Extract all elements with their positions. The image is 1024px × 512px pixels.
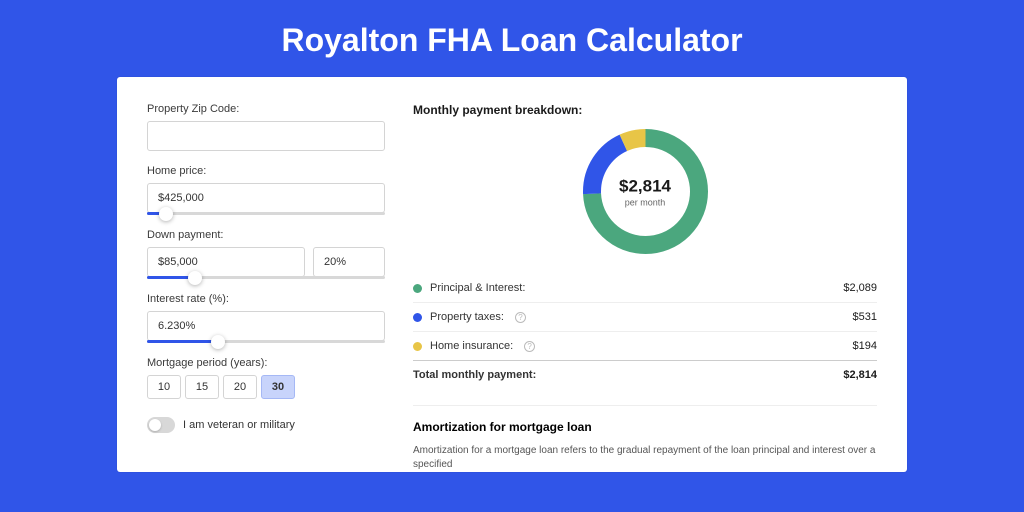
home-price-field: Home price: bbox=[147, 165, 385, 215]
calculator-card: Property Zip Code: Home price: Down paym… bbox=[117, 77, 907, 472]
donut-chart-wrap: $2,814 per month bbox=[413, 129, 877, 254]
slider-thumb[interactable] bbox=[188, 271, 202, 285]
interest-rate-field: Interest rate (%): bbox=[147, 293, 385, 343]
form-panel: Property Zip Code: Home price: Down paym… bbox=[147, 103, 385, 472]
page-title: Royalton FHA Loan Calculator bbox=[0, 0, 1024, 77]
slider-thumb[interactable] bbox=[159, 207, 173, 221]
breakdown-label: Home insurance: bbox=[430, 340, 513, 352]
slider-thumb[interactable] bbox=[211, 335, 225, 349]
legend-dot bbox=[413, 284, 422, 293]
home-price-slider[interactable] bbox=[147, 212, 385, 215]
interest-rate-label: Interest rate (%): bbox=[147, 293, 385, 305]
breakdown-label: Principal & Interest: bbox=[430, 282, 525, 294]
amortization-section: Amortization for mortgage loan Amortizat… bbox=[413, 405, 877, 472]
veteran-toggle[interactable] bbox=[147, 417, 175, 433]
period-field: Mortgage period (years): 10152030 bbox=[147, 357, 385, 399]
down-payment-slider[interactable] bbox=[147, 276, 385, 279]
down-payment-field: Down payment: bbox=[147, 229, 385, 279]
period-button-10[interactable]: 10 bbox=[147, 375, 181, 399]
breakdown-value: $194 bbox=[853, 340, 877, 352]
legend-dot bbox=[413, 313, 422, 322]
home-price-input[interactable] bbox=[147, 183, 385, 213]
zip-label: Property Zip Code: bbox=[147, 103, 385, 115]
veteran-label: I am veteran or military bbox=[183, 419, 295, 431]
donut-chart: $2,814 per month bbox=[583, 129, 708, 254]
interest-rate-input[interactable] bbox=[147, 311, 385, 341]
interest-rate-slider[interactable] bbox=[147, 340, 385, 343]
zip-field: Property Zip Code: bbox=[147, 103, 385, 151]
period-button-15[interactable]: 15 bbox=[185, 375, 219, 399]
breakdown-value: $2,089 bbox=[843, 282, 877, 294]
donut-amount: $2,814 bbox=[619, 176, 671, 196]
home-price-label: Home price: bbox=[147, 165, 385, 177]
total-value: $2,814 bbox=[843, 369, 877, 381]
period-button-20[interactable]: 20 bbox=[223, 375, 257, 399]
amortization-text: Amortization for a mortgage loan refers … bbox=[413, 444, 877, 472]
period-button-30[interactable]: 30 bbox=[261, 375, 295, 399]
toggle-knob bbox=[149, 419, 161, 431]
donut-sub: per month bbox=[619, 197, 671, 207]
breakdown-row: Principal & Interest: $2,089 bbox=[413, 274, 877, 302]
amortization-title: Amortization for mortgage loan bbox=[413, 420, 877, 434]
breakdown-title: Monthly payment breakdown: bbox=[413, 103, 877, 117]
down-payment-pct-input[interactable] bbox=[313, 247, 385, 277]
breakdown-value: $531 bbox=[853, 311, 877, 323]
zip-input[interactable] bbox=[147, 121, 385, 151]
breakdown-panel: Monthly payment breakdown: $2,814 per mo… bbox=[413, 103, 877, 472]
breakdown-label: Property taxes: bbox=[430, 311, 504, 323]
breakdown-row: Home insurance:? $194 bbox=[413, 331, 877, 360]
total-row: Total monthly payment: $2,814 bbox=[413, 360, 877, 389]
total-label: Total monthly payment: bbox=[413, 369, 536, 381]
legend-dot bbox=[413, 342, 422, 351]
down-payment-input[interactable] bbox=[147, 247, 305, 277]
down-payment-label: Down payment: bbox=[147, 229, 385, 241]
veteran-row: I am veteran or military bbox=[147, 417, 385, 433]
info-icon[interactable]: ? bbox=[524, 341, 535, 352]
info-icon[interactable]: ? bbox=[515, 312, 526, 323]
period-label: Mortgage period (years): bbox=[147, 357, 385, 369]
breakdown-row: Property taxes:? $531 bbox=[413, 302, 877, 331]
